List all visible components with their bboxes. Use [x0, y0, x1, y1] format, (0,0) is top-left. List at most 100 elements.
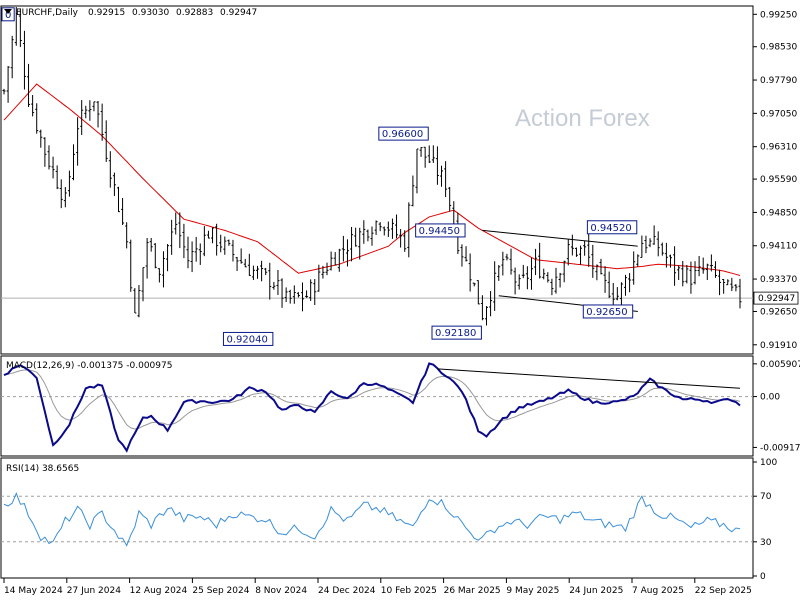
- price-bar: [538, 242, 542, 279]
- price-bar: [219, 234, 223, 253]
- price-label-box: 0.92040: [222, 331, 274, 346]
- price-bar: [116, 186, 120, 213]
- price-bar: [362, 220, 366, 244]
- price-bar: [464, 246, 468, 262]
- price-bar: [227, 239, 231, 246]
- price-bar: [411, 175, 415, 207]
- price-bar: [624, 274, 628, 296]
- price-axis-label: 0.97050: [760, 109, 797, 119]
- price-bar: [403, 230, 407, 252]
- price-axis-label: 0.97790: [760, 76, 797, 86]
- price-bar: [636, 254, 640, 267]
- price-bar: [358, 227, 362, 260]
- time-axis-label: 22 Sep 2025: [695, 586, 752, 596]
- price-bar: [513, 267, 517, 295]
- price-bar: [243, 258, 247, 268]
- price-bar: [10, 35, 14, 79]
- price-bar: [296, 292, 300, 298]
- price-bar: [607, 271, 611, 299]
- price-bar: [260, 260, 264, 282]
- price-axis-label: 0.99250: [760, 10, 797, 20]
- price-bar: [43, 137, 47, 167]
- price-label-box: 0: [1, 7, 15, 22]
- price-bar: [14, 6, 18, 46]
- price-bar: [194, 236, 198, 262]
- price-bar: [321, 265, 325, 279]
- price-bar: [587, 232, 591, 267]
- price-axis-label: 0.93370: [760, 275, 797, 285]
- price-bar: [673, 246, 677, 286]
- ohlc-close: 0.92947: [220, 8, 257, 18]
- price-bar: [599, 258, 603, 275]
- price-bar: [166, 244, 170, 272]
- price-bar: [591, 244, 595, 278]
- price-bar: [272, 281, 276, 290]
- price-bar: [677, 265, 681, 281]
- price-bar: [542, 268, 546, 280]
- price-bar: [59, 179, 63, 209]
- price-bar: [317, 264, 321, 292]
- price-bar: [366, 229, 370, 242]
- main-price-panel: [0, 5, 754, 355]
- price-bar: [22, 30, 26, 90]
- price-bar: [435, 146, 439, 185]
- label-border: [222, 331, 274, 346]
- price-bar: [579, 245, 583, 265]
- price-bar: [640, 235, 644, 258]
- label-text: 0.92180: [435, 328, 476, 339]
- price-bar: [546, 272, 550, 283]
- price-bar: [300, 282, 304, 312]
- price-bar: [6, 66, 10, 103]
- price-bar: [88, 100, 92, 121]
- price-bar: [202, 226, 206, 257]
- price-bar: [681, 260, 685, 287]
- macd-panel: [0, 355, 754, 457]
- price-bar: [186, 236, 190, 269]
- price-bar: [190, 241, 194, 273]
- macd-header: MACD(12,26,9) -0.001375 -0.000975: [6, 361, 172, 371]
- price-bar: [215, 223, 219, 256]
- label-border: [586, 220, 638, 235]
- price-bar: [534, 248, 538, 276]
- price-bar: [726, 279, 730, 286]
- price-bar: [399, 229, 403, 248]
- price-bar: [284, 287, 288, 303]
- time-axis-label: 25 Sep 2024: [192, 586, 249, 596]
- macd-axis-label: 0.005907: [760, 360, 800, 370]
- price-bar: [460, 244, 464, 267]
- ohlc-open: 0.92915: [88, 8, 125, 18]
- price-bar: [407, 202, 411, 258]
- collapse-triangle-icon[interactable]: [4, 9, 12, 14]
- current-price-label: 0.92947: [758, 294, 795, 304]
- price-bar: [309, 279, 313, 301]
- price-bar: [489, 291, 493, 317]
- price-bar: [476, 280, 480, 305]
- price-bar: [701, 257, 705, 274]
- macd-line: [3, 362, 741, 453]
- price-bar: [133, 288, 137, 314]
- price-bar: [47, 145, 51, 170]
- moving-average-line: [3, 83, 741, 276]
- price-bar: [427, 145, 431, 164]
- rsi-axis-label: 0: [760, 572, 766, 582]
- price-axis-label: 0.91910: [760, 341, 797, 351]
- price-bar: [484, 306, 488, 326]
- price-bar: [141, 267, 145, 302]
- price-bar: [660, 242, 664, 256]
- price-bar: [235, 256, 239, 271]
- price-bar: [497, 265, 501, 281]
- price-bar: [652, 225, 656, 245]
- trendline: [482, 229, 638, 247]
- price-bar: [668, 254, 672, 268]
- price-label-box: 0.94450: [415, 223, 466, 238]
- price-bar: [112, 172, 116, 196]
- price-bar: [423, 146, 427, 168]
- price-bar: [247, 253, 251, 276]
- price-bar: [350, 226, 354, 262]
- price-bar: [709, 254, 713, 272]
- price-bar: [337, 248, 341, 272]
- price-bar: [96, 100, 100, 128]
- price-bar: [632, 251, 636, 285]
- price-bar: [174, 212, 178, 235]
- price-bar: [182, 223, 186, 259]
